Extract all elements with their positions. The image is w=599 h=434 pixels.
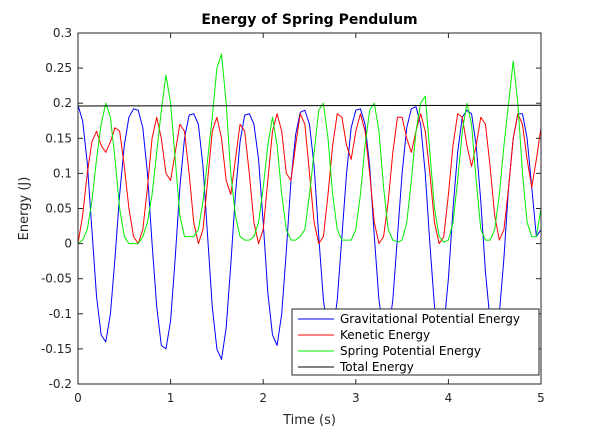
- y-tick-label: 0.15: [45, 131, 72, 145]
- y-tick-label: -0.1: [49, 307, 72, 321]
- legend-label-spring-potential-energy: Spring Potential Energy: [340, 344, 481, 358]
- y-tick-label: -0.2: [49, 377, 72, 391]
- legend-box: [291, 308, 540, 376]
- series-line-gravitational-potential-energy: [77, 105, 542, 360]
- y-axis-label: Energy (J): [17, 177, 32, 241]
- legend-label-kenetic-energy: Kenetic Energy: [340, 328, 430, 342]
- x-tick-label: 2: [259, 391, 267, 405]
- y-tick-label: 0.1: [53, 166, 72, 180]
- x-tick-label: 1: [167, 391, 175, 405]
- legend-label-gravitational-potential-energy: Gravitational Potential Energy: [340, 312, 520, 326]
- y-tick-label: -0.15: [41, 342, 72, 356]
- x-tick-label: 5: [537, 391, 545, 405]
- y-tick-label: 0.3: [53, 26, 72, 40]
- chart-title: Energy of Spring Pendulum: [201, 12, 417, 28]
- y-tick-label: 0.05: [45, 202, 72, 216]
- y-tick-label: 0.25: [45, 61, 72, 75]
- y-tick-label: -0.05: [41, 272, 72, 286]
- series-layer: [77, 53, 542, 360]
- series-line-kenetic-energy: [77, 113, 542, 245]
- x-tick-label: 0: [74, 391, 82, 405]
- legend: Gravitational Potential Energy Kenetic En…: [291, 308, 540, 376]
- series-line-total-energy: [77, 104, 542, 107]
- series-line-spring-potential-energy: [77, 53, 542, 245]
- x-tick-label: 4: [445, 391, 453, 405]
- legend-label-total-energy: Total Energy: [339, 360, 414, 374]
- ticks-layer: 0 1 2 3 4 5 -0.2 -0.15 -0.1 -0.05 0 0.05 0.1 0.15 0.2 0…: [41, 26, 545, 405]
- x-tick-label: 3: [352, 391, 360, 405]
- y-tick-label: 0: [64, 237, 72, 251]
- x-axis-label: Time (s): [282, 413, 336, 428]
- y-tick-label: 0.2: [53, 96, 72, 110]
